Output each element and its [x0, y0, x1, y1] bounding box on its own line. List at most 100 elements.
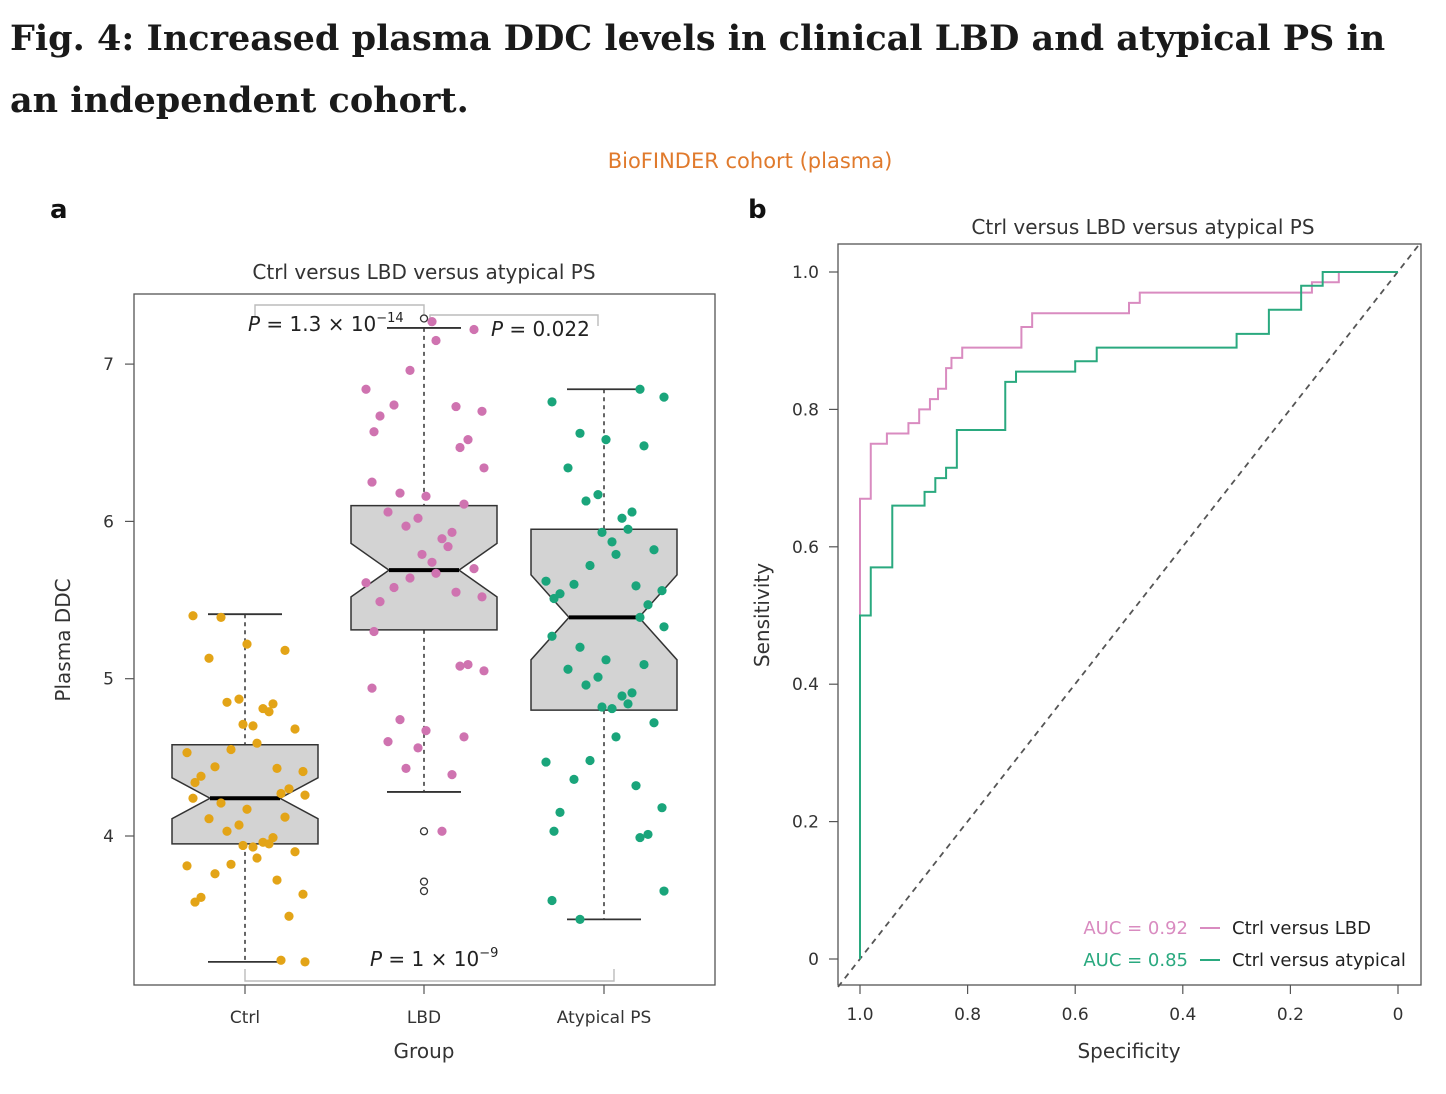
data-point-ctrl	[298, 766, 308, 777]
data-point-lbd	[443, 541, 453, 552]
data-point-atypical-ps	[585, 560, 595, 571]
a-ytick-label: 6	[103, 512, 114, 532]
data-point-atypical-ps	[643, 600, 653, 610]
data-point-ctrl	[238, 719, 248, 729]
data-point-ctrl	[276, 788, 286, 799]
data-point-atypical-ps	[585, 755, 595, 766]
data-point-lbd	[479, 666, 489, 676]
data-point-atypical-ps	[575, 914, 585, 924]
data-point-atypical-ps	[617, 513, 627, 523]
data-point-lbd	[389, 582, 399, 593]
data-point-atypical-ps	[623, 699, 633, 709]
data-point-lbd	[447, 527, 457, 538]
roc-curve-ctrl-versus-atypical	[859, 271, 1398, 959]
data-point-lbd	[405, 573, 415, 583]
b-ytick-label: 0.6	[792, 538, 819, 558]
data-point-atypical-ps	[601, 655, 611, 665]
data-point-ctrl	[252, 738, 262, 748]
a-xtick-label: LBD	[407, 1008, 441, 1028]
data-point-atypical-ps	[575, 428, 585, 438]
comparison-bracket	[254, 304, 425, 316]
data-point-atypical-ps	[659, 622, 669, 632]
data-point-atypical-ps	[581, 496, 591, 506]
data-point-atypical-ps	[593, 672, 603, 682]
b-ytick-label: 0	[808, 950, 819, 970]
data-point-atypical-ps	[657, 803, 667, 813]
data-point-atypical-ps	[611, 732, 621, 742]
data-point-lbd	[413, 513, 423, 523]
panel-a-label: a	[50, 195, 68, 225]
b-ytick-label: 1.0	[792, 263, 819, 283]
data-point-lbd	[447, 770, 457, 780]
data-point-ctrl	[290, 724, 300, 734]
data-point-lbd	[389, 400, 399, 410]
comparison-pvalue: P = 1.3 × 10−14	[248, 311, 404, 336]
data-point-atypical-ps	[601, 435, 611, 445]
a-ytick-label: 7	[103, 355, 114, 375]
legend-auc-ctrl-versus-lbd: AUC = 0.92	[1083, 918, 1188, 939]
b-xtick-label: 0.8	[954, 1005, 981, 1025]
data-point-ctrl	[272, 875, 282, 885]
data-point-lbd	[375, 411, 385, 421]
b-xtick-label: 1.0	[846, 1005, 873, 1025]
data-point-ctrl	[216, 612, 226, 622]
pvalue-exponent: −9	[479, 946, 498, 961]
data-point-ctrl	[284, 911, 294, 921]
data-point-atypical-ps	[631, 781, 641, 791]
data-point-atypical-ps	[623, 524, 633, 534]
box-outlier-lbd	[419, 827, 429, 836]
figure-title: Fig. 4: Increased plasma DDC levels in c…	[10, 18, 1386, 121]
panel-b: b Ctrl versus LBD versus atypical PS 0 0.…	[748, 195, 1422, 1063]
data-point-ctrl	[190, 777, 200, 788]
pvalue-value: = 1.3 × 10	[260, 312, 376, 336]
data-point-atypical-ps	[639, 659, 649, 670]
data-point-ctrl	[234, 694, 244, 704]
data-point-lbd	[405, 365, 415, 375]
data-point-lbd	[455, 661, 465, 671]
data-point-atypical-ps	[541, 576, 551, 586]
data-point-ctrl	[276, 955, 286, 965]
data-point-ctrl	[272, 763, 282, 773]
data-point-ctrl	[216, 798, 226, 808]
data-point-atypical-ps	[611, 549, 621, 560]
panel-b-title: Ctrl versus LBD versus atypical PS	[971, 215, 1314, 239]
data-point-lbd	[401, 521, 411, 531]
data-point-ctrl	[268, 699, 278, 709]
data-point-lbd	[417, 549, 427, 560]
b-xtick-label: 0.4	[1169, 1005, 1196, 1025]
data-point-atypical-ps	[541, 757, 551, 767]
pvalue-exponent: −14	[376, 311, 403, 326]
data-point-lbd	[413, 743, 423, 753]
data-point-ctrl	[280, 645, 290, 655]
data-point-atypical-ps	[581, 680, 591, 690]
box-outlier-lbd	[419, 314, 429, 323]
data-point-ctrl	[300, 957, 310, 967]
data-point-atypical-ps	[593, 490, 603, 500]
data-point-ctrl	[280, 812, 290, 822]
panel-a-points	[182, 317, 669, 967]
data-point-lbd	[469, 563, 479, 574]
pvalue-symbol: P	[491, 317, 504, 341]
data-point-lbd	[383, 737, 393, 747]
comparison-bracket	[244, 969, 615, 982]
data-point-ctrl	[226, 859, 236, 869]
data-point-atypical-ps	[607, 537, 617, 547]
data-point-atypical-ps	[607, 703, 617, 714]
data-point-lbd	[401, 763, 411, 773]
data-point-atypical-ps	[569, 579, 579, 589]
data-point-ctrl	[196, 771, 206, 781]
data-point-atypical-ps	[597, 527, 607, 538]
data-point-lbd	[459, 499, 469, 509]
data-point-ctrl	[226, 744, 236, 755]
a-xtick-label: Atypical PS	[557, 1008, 652, 1028]
panel-b-roc-curves	[859, 271, 1398, 959]
data-point-atypical-ps	[635, 612, 645, 622]
data-point-ctrl	[222, 697, 232, 707]
comparison-pvalue: P = 1 × 10−9	[370, 946, 498, 971]
data-point-lbd	[431, 335, 441, 346]
box-outlier-lbd	[419, 886, 429, 896]
data-point-atypical-ps	[657, 586, 667, 596]
panel-b-label: b	[748, 195, 767, 225]
